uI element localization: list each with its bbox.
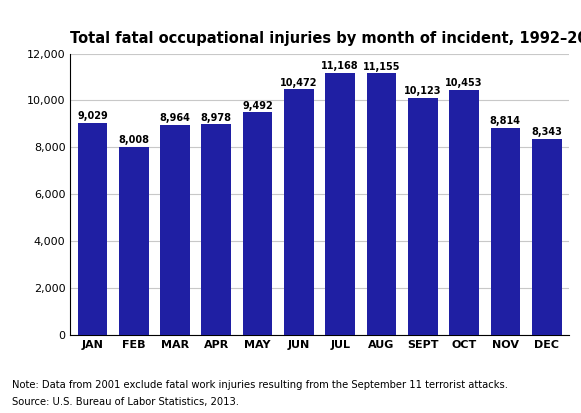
Bar: [367, 74, 396, 335]
Bar: [243, 112, 272, 335]
Text: 11,168: 11,168: [321, 61, 359, 71]
Bar: [284, 90, 314, 335]
Bar: [325, 73, 355, 335]
Text: 10,472: 10,472: [280, 78, 318, 88]
Bar: [119, 147, 149, 335]
Bar: [78, 123, 107, 335]
Text: 10,123: 10,123: [404, 86, 442, 96]
Text: 9,492: 9,492: [242, 100, 273, 111]
Bar: [490, 128, 520, 335]
Bar: [408, 97, 437, 335]
Text: Total fatal occupational injuries by month of incident, 1992–2011: Total fatal occupational injuries by mon…: [70, 31, 581, 45]
Bar: [532, 139, 561, 335]
Text: 8,978: 8,978: [201, 113, 232, 123]
Bar: [202, 124, 231, 335]
Text: 9,029: 9,029: [77, 112, 108, 121]
Text: 8,343: 8,343: [531, 127, 562, 138]
Text: Source: U.S. Bureau of Labor Statistics, 2013.: Source: U.S. Bureau of Labor Statistics,…: [12, 397, 239, 407]
Bar: [449, 90, 479, 335]
Bar: [160, 125, 190, 335]
Text: 8,814: 8,814: [490, 116, 521, 126]
Text: 8,964: 8,964: [160, 113, 191, 123]
Text: 11,155: 11,155: [363, 62, 400, 71]
Text: 10,453: 10,453: [445, 78, 483, 88]
Text: 8,008: 8,008: [118, 135, 149, 145]
Text: Note: Data from 2001 exclude fatal work injuries resulting from the September 11: Note: Data from 2001 exclude fatal work …: [12, 380, 508, 390]
